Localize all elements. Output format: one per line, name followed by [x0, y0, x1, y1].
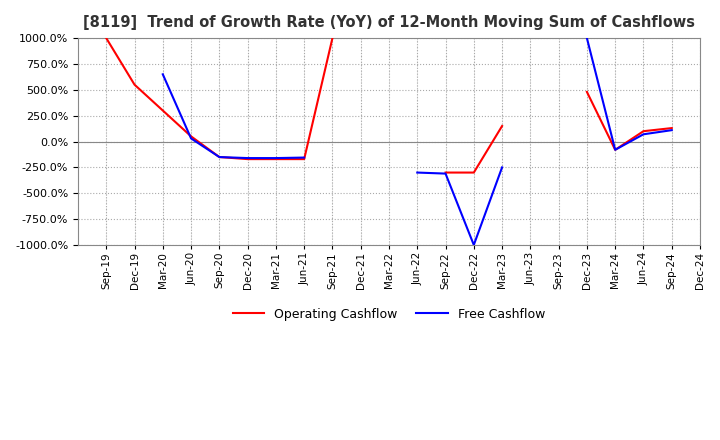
Operating Cashflow: [243, 157, 252, 162]
Operating Cashflow: [158, 108, 167, 113]
Operating Cashflow: [300, 157, 308, 162]
Operating Cashflow: [215, 154, 224, 160]
Free Cashflow: [186, 136, 195, 141]
Free Cashflow: [667, 128, 676, 133]
Free Cashflow: [300, 155, 308, 160]
Free Cashflow: [639, 132, 648, 137]
Operating Cashflow: [130, 82, 139, 87]
Operating Cashflow: [328, 36, 337, 41]
Operating Cashflow: [186, 134, 195, 139]
Operating Cashflow: [102, 36, 111, 41]
Free Cashflow: [271, 155, 280, 161]
Line: Free Cashflow: Free Cashflow: [163, 38, 672, 245]
Free Cashflow: [215, 154, 224, 160]
Line: Operating Cashflow: Operating Cashflow: [107, 38, 672, 172]
Free Cashflow: [158, 72, 167, 77]
Operating Cashflow: [582, 89, 591, 95]
Free Cashflow: [498, 165, 506, 170]
Operating Cashflow: [469, 170, 478, 175]
Operating Cashflow: [639, 128, 648, 134]
Legend: Operating Cashflow, Free Cashflow: Operating Cashflow, Free Cashflow: [228, 303, 550, 326]
Free Cashflow: [582, 36, 591, 41]
Free Cashflow: [611, 147, 619, 152]
Operating Cashflow: [611, 147, 619, 152]
Operating Cashflow: [498, 123, 506, 128]
Operating Cashflow: [271, 157, 280, 162]
Free Cashflow: [441, 171, 450, 176]
Free Cashflow: [243, 155, 252, 161]
Free Cashflow: [469, 242, 478, 248]
Operating Cashflow: [667, 125, 676, 131]
Operating Cashflow: [441, 170, 450, 175]
Title: [8119]  Trend of Growth Rate (YoY) of 12-Month Moving Sum of Cashflows: [8119] Trend of Growth Rate (YoY) of 12-…: [83, 15, 695, 30]
Free Cashflow: [413, 170, 422, 175]
